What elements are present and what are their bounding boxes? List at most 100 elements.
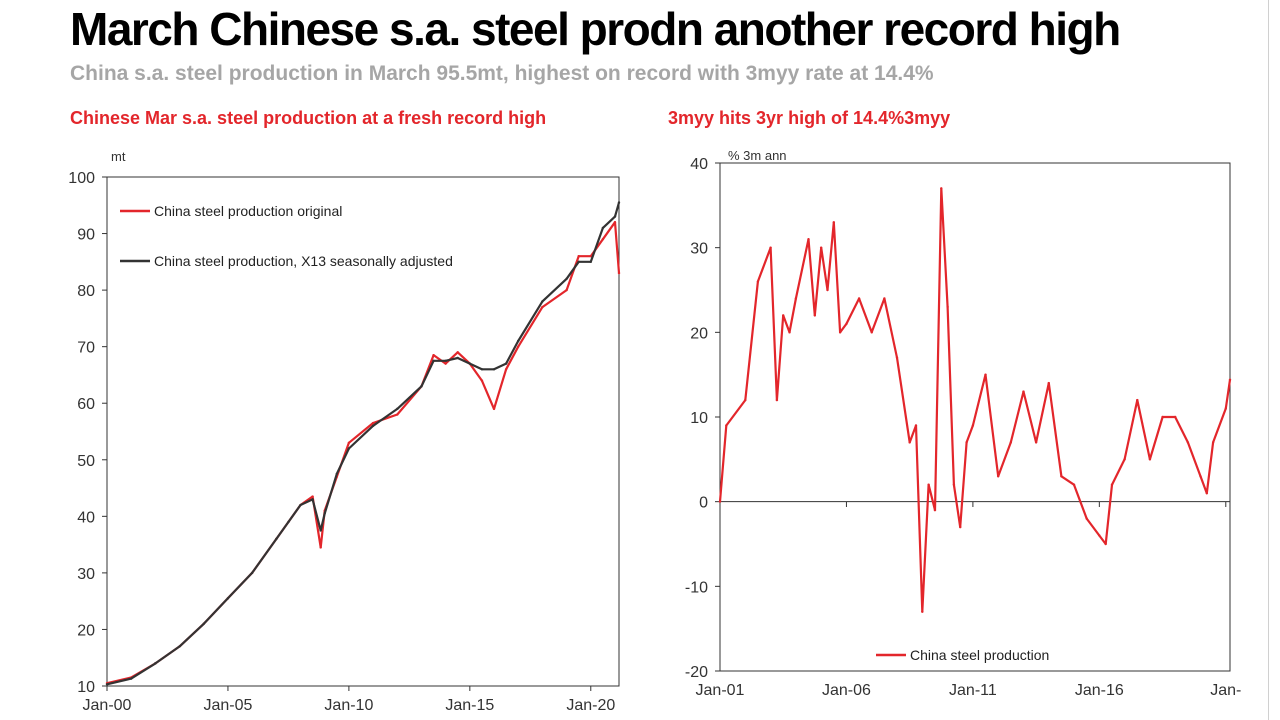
data-point (275, 537, 278, 541)
data-point (565, 277, 568, 280)
data-point (996, 475, 1000, 478)
data-point (420, 385, 423, 388)
data-point (870, 331, 873, 334)
data-point (601, 226, 605, 230)
data-point (617, 271, 621, 275)
data-point (813, 314, 817, 317)
y-tick-label: 20 (77, 622, 95, 639)
data-point (1148, 458, 1152, 461)
data-point (504, 362, 508, 365)
data-point (826, 288, 829, 292)
data-point (1205, 492, 1209, 495)
data-point (1047, 381, 1050, 385)
data-point (1123, 458, 1126, 461)
data-point (965, 441, 968, 444)
data-point (940, 187, 943, 190)
x-tick-label: Jan-00 (83, 697, 132, 714)
y-tick-label: 60 (77, 396, 95, 413)
data-point (617, 201, 621, 204)
data-point (589, 254, 592, 258)
data-point (299, 503, 302, 507)
steel-production-chart: 10 20 30 40 50 60 70 80 90 100 Jan-00 Jan-05 Jan-10 J… (68, 149, 621, 714)
data-point (794, 297, 798, 300)
data-point (311, 498, 314, 501)
data-point (971, 424, 975, 427)
data-point (807, 238, 810, 241)
data-point (832, 221, 836, 224)
y-tick-label: 30 (690, 241, 708, 258)
data-point (129, 677, 133, 680)
unit-label: % 3m ann (728, 148, 787, 163)
data-point (1098, 534, 1101, 537)
data-point (492, 368, 496, 371)
data-point (432, 353, 435, 357)
data-point (613, 215, 617, 218)
data-point (105, 683, 109, 686)
data-point (517, 345, 520, 348)
data-point (396, 413, 399, 416)
data-point (788, 331, 791, 334)
data-point (1228, 378, 1232, 381)
data-point (895, 356, 899, 359)
data-point (613, 221, 617, 224)
data-point (432, 359, 435, 363)
y-tick-label: 90 (77, 227, 95, 244)
data-point (1085, 517, 1088, 520)
data-point (541, 300, 544, 303)
data-point (202, 622, 205, 625)
data-point (1199, 475, 1202, 478)
data-point (718, 500, 722, 503)
data-point (319, 529, 322, 532)
y-tick-label: 40 (77, 509, 95, 526)
data-point (845, 322, 848, 326)
data-point (1022, 390, 1025, 393)
x-tick-label: Jan-15 (445, 697, 494, 714)
data-point (492, 407, 496, 411)
data-point (1060, 475, 1063, 478)
data-point (1110, 483, 1114, 486)
data-point (589, 260, 592, 264)
data-point (959, 525, 962, 529)
y-tick-label: -20 (685, 664, 708, 681)
data-point (226, 597, 230, 600)
data-point (347, 447, 351, 450)
x-tick-label: Jan-20 (566, 697, 615, 714)
data-point (371, 421, 375, 425)
page-subtitle: China s.a. steel production in March 95.… (70, 62, 934, 85)
x-tick-label: Jan-16 (1075, 682, 1124, 699)
y-tick-label: 30 (77, 566, 95, 583)
data-point (775, 398, 779, 402)
y-tick-label: -10 (685, 579, 708, 596)
y-tick-label: 50 (77, 453, 95, 470)
data-point (396, 407, 399, 411)
x-tick-label: Jan-11 (949, 682, 997, 699)
x-tick-label: Jan-06 (822, 682, 871, 699)
data-point (250, 571, 254, 575)
unit-label: mt (111, 149, 126, 164)
data-point (323, 512, 326, 515)
data-point (883, 297, 886, 300)
data-point (577, 254, 580, 258)
data-point (347, 441, 351, 445)
legend-label: China steel production, X13 seasonally a… (154, 253, 453, 269)
data-point (287, 520, 290, 524)
data-point (504, 368, 508, 371)
data-point (444, 362, 447, 365)
data-point (456, 356, 459, 360)
data-point (444, 359, 447, 363)
data-point (468, 362, 472, 365)
data-point (565, 288, 568, 292)
plot-frame (106, 176, 620, 687)
data-point (1161, 415, 1164, 419)
data-point (541, 305, 544, 309)
data-point (838, 331, 842, 334)
y-tick-label: 100 (68, 170, 95, 187)
data-point (933, 508, 937, 512)
data-point (914, 424, 918, 427)
y-tick-label: 80 (77, 283, 95, 300)
data-point (769, 246, 772, 249)
data-point (1072, 483, 1076, 486)
data-point (782, 314, 785, 317)
data-point (178, 645, 181, 648)
